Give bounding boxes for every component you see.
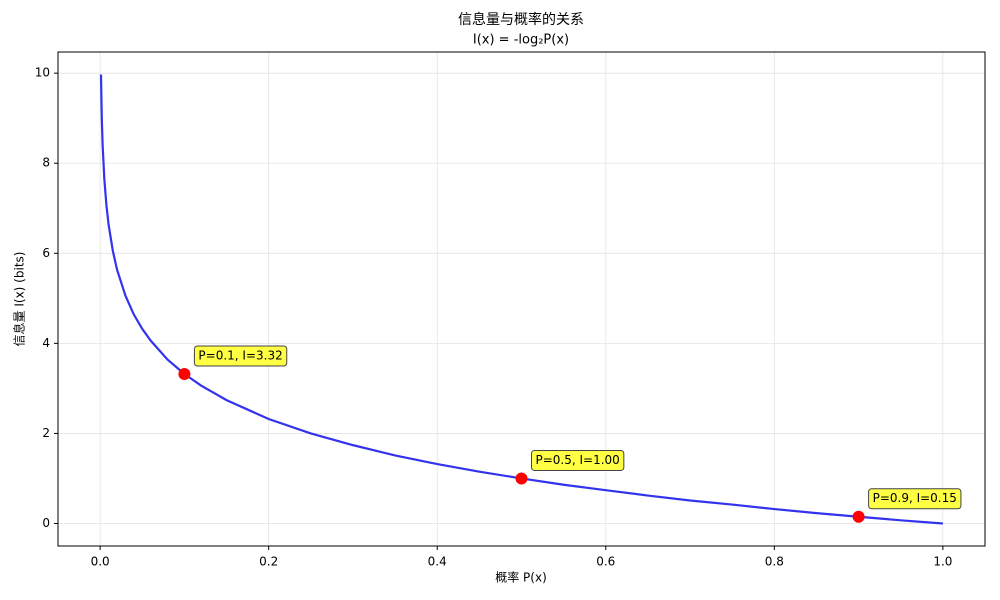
- x-tick-label: 0.8: [765, 555, 784, 569]
- y-tick-label: 6: [42, 246, 50, 260]
- curve: [99, 74, 943, 525]
- x-tick-label: 0.0: [91, 555, 110, 569]
- y-axis-label: 信息量 I(x) (bits): [12, 252, 27, 347]
- x-tick-label: 0.4: [428, 555, 447, 569]
- annotation-box: [531, 449, 625, 471]
- point: [852, 510, 865, 523]
- plot-frame: [57, 51, 986, 547]
- annotation: P=0.9, I=0.15: [873, 491, 957, 505]
- y-tick-label: 2: [42, 426, 50, 440]
- y-tick-label: 8: [42, 156, 50, 170]
- annotation: P=0.1, I=3.32: [198, 348, 282, 362]
- annotation: P=0.5, I=1.00: [536, 453, 620, 467]
- annotation-box: [868, 488, 962, 510]
- point: [178, 367, 191, 380]
- annotation-box: [193, 345, 288, 367]
- y-tick-label: 4: [42, 336, 50, 350]
- x-tick-label: 1.0: [933, 555, 952, 569]
- y-tick-label: 0: [42, 516, 50, 530]
- point: [515, 472, 528, 485]
- x-axis-label: 概率 P(x): [495, 570, 547, 585]
- chart-subtitle: I(x) = -log₂P(x): [473, 33, 569, 48]
- x-tick-label: 0.2: [259, 555, 278, 569]
- x-tick-label: 0.6: [596, 555, 615, 569]
- chart-title: 信息量与概率的关系: [458, 11, 584, 28]
- y-tick-label: 10: [35, 66, 50, 80]
